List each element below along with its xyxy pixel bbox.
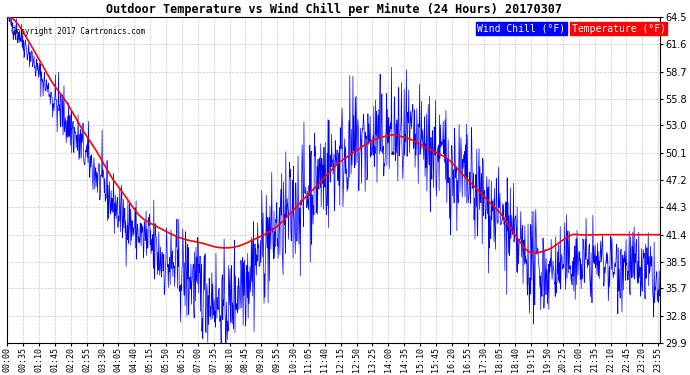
Text: Wind Chill (°F): Wind Chill (°F) xyxy=(477,24,565,33)
Text: Temperature (°F): Temperature (°F) xyxy=(572,24,666,33)
Title: Outdoor Temperature vs Wind Chill per Minute (24 Hours) 20170307: Outdoor Temperature vs Wind Chill per Mi… xyxy=(106,3,562,16)
Text: Copyright 2017 Cartronics.com: Copyright 2017 Cartronics.com xyxy=(10,27,145,36)
